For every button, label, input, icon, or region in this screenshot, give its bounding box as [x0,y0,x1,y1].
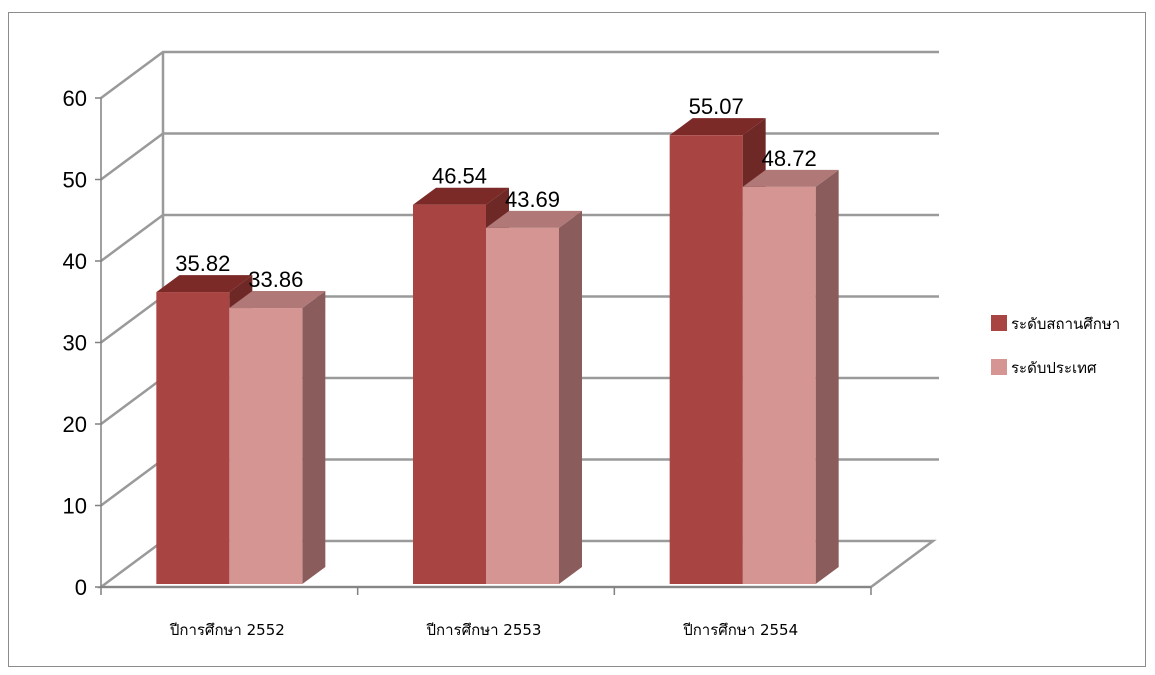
y-tick-label: 20 [63,412,87,437]
bar [229,291,326,584]
y-tick-label: 60 [63,86,87,111]
data-label: 33.86 [248,267,303,292]
y-tick-label: 30 [63,331,87,356]
data-label: 55.07 [689,94,744,119]
x-tick-label: ปีการศึกษา 2553 [426,621,542,639]
data-label: 48.72 [762,146,817,171]
data-labels: 35.82 33.86 46.54 43.69 55.07 48.72 [175,94,816,292]
bar [486,210,582,584]
legend-item: ระดับสถานศึกษา [991,315,1120,333]
legend-swatch [991,315,1007,331]
data-label: 43.69 [505,187,560,212]
legend-item: ระดับประเทศ [991,359,1097,377]
x-tick-label: ปีการศึกษา 2552 [169,621,285,639]
data-label: 46.54 [432,164,487,189]
chart-frame: 0 10 20 30 40 50 60 ปีการศึกษา 2552 ปีการศึกษา 2… [8,12,1146,667]
gridline [100,50,939,100]
legend-label: ระดับประเทศ [1011,359,1097,377]
data-label: 35.82 [175,251,230,276]
bars [156,118,839,584]
y-tick-label: 50 [63,168,87,193]
y-tick-label: 0 [75,575,87,600]
legend-swatch [991,359,1007,375]
legend-label: ระดับสถานศึกษา [1011,315,1120,333]
y-tick-label: 10 [63,494,87,519]
bar [742,169,839,584]
y-tick-label: 40 [63,249,87,274]
bar-chart: 0 10 20 30 40 50 60 ปีการศึกษา 2552 ปีการศึกษา 2… [63,50,1120,639]
x-tick-label: ปีการศึกษา 2554 [682,621,798,639]
axes: 0 10 20 30 40 50 60 ปีการศึกษา 2552 ปีการศึกษา 2… [63,52,872,639]
